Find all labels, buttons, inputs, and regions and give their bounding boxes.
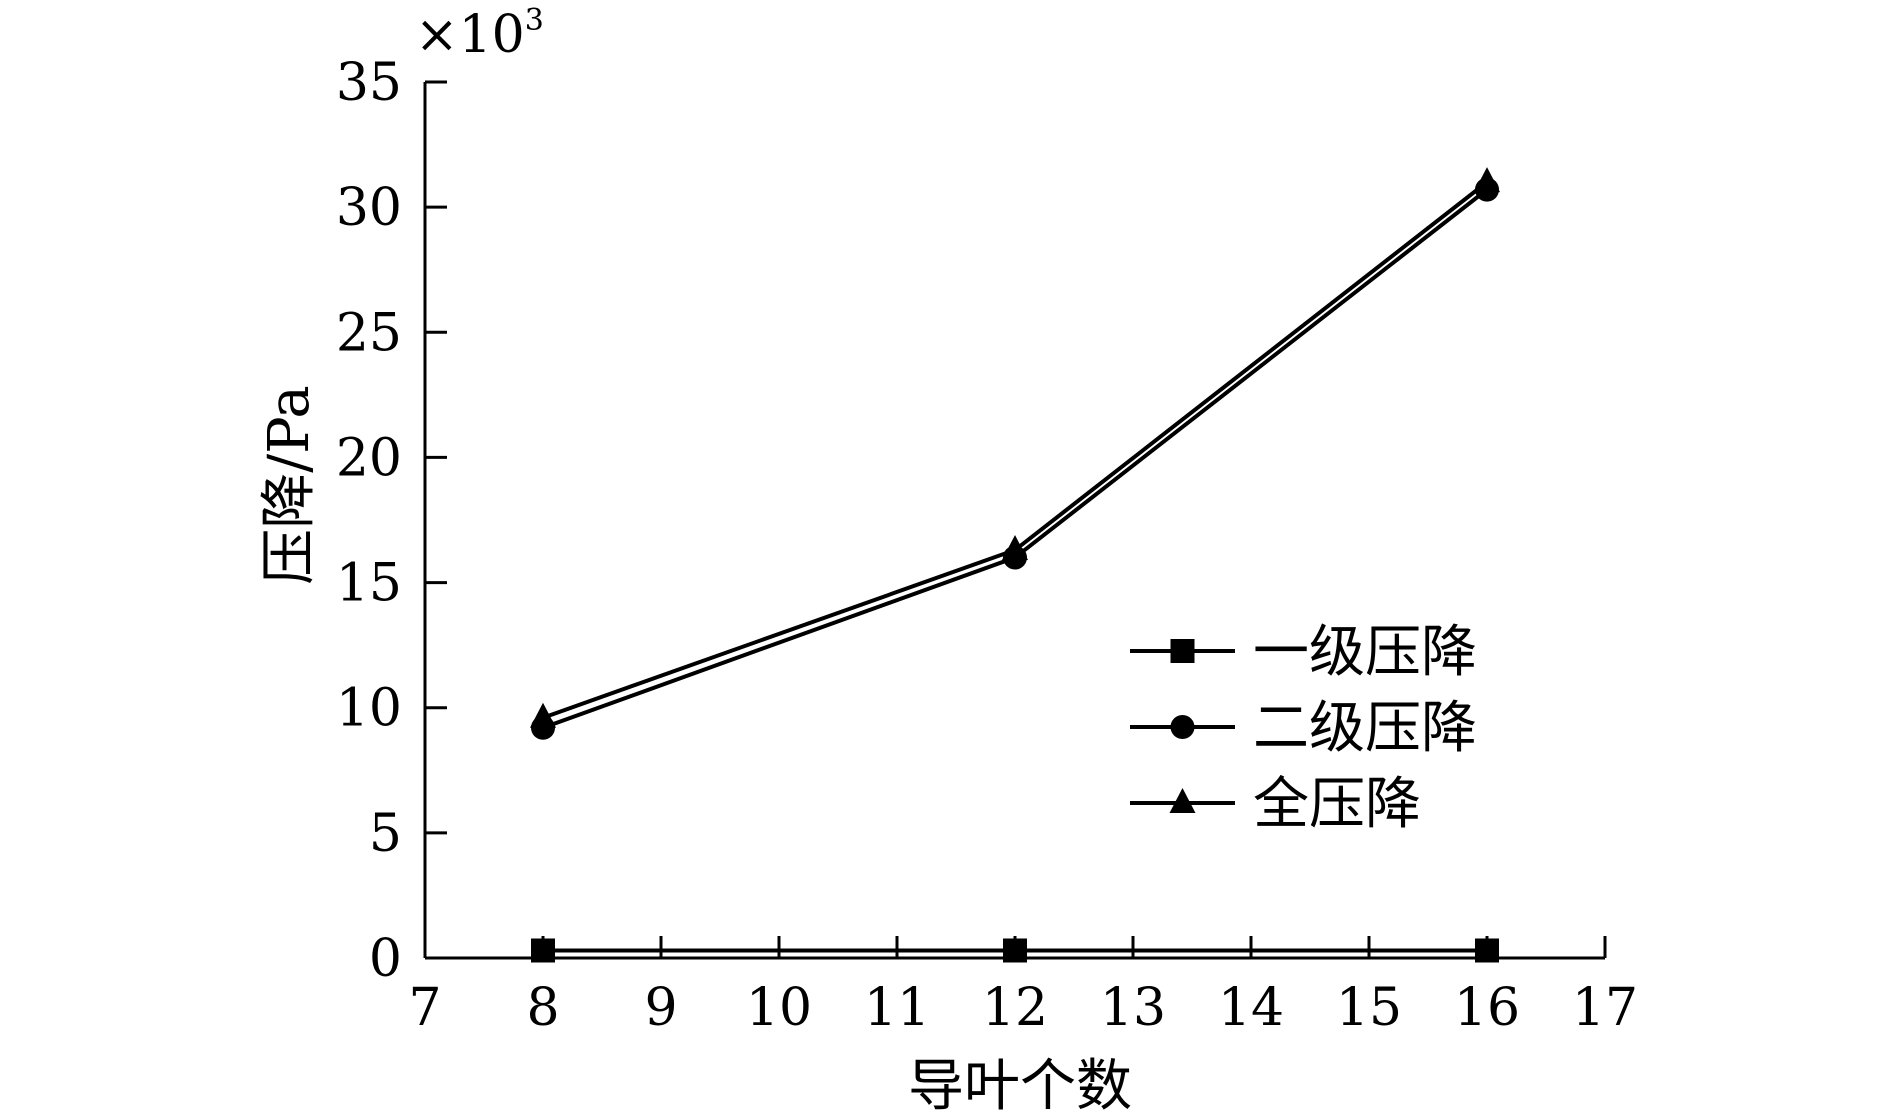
data-point-square [1003,938,1027,963]
x-tick-label: 10 [746,978,812,1038]
y-axis-ticks: 0 5 10 15 20 25 30 35 [336,53,447,989]
legend-marker-square [1170,639,1195,663]
legend-item: 二级压降 [1130,696,1477,761]
x-tick-label: 16 [1454,978,1520,1038]
legend-marker-circle [1170,715,1195,739]
x-tick-label: 9 [644,978,677,1038]
x-tick-label: 13 [1100,978,1166,1038]
legend-item: 全压降 [1130,772,1421,837]
y-axis-multiplier: ×103 [415,3,544,65]
legend-label: 二级压降 [1253,696,1477,761]
y-tick-label: 35 [336,53,402,113]
y-tick-label: 5 [369,804,402,864]
y-axis-multiplier-exponent: 3 [525,3,544,38]
y-tick-label: 25 [336,303,402,363]
x-tick-label: 15 [1336,978,1402,1038]
y-tick-label: 10 [336,679,402,739]
plot-area [530,167,1500,963]
data-point-square [531,938,555,963]
x-tick-label: 11 [864,978,930,1038]
data-point-triangle [1474,167,1500,193]
axes [423,82,1605,960]
x-tick-label: 17 [1572,978,1638,1038]
y-tick-label: 0 [369,929,402,989]
y-tick-label: 15 [336,554,402,614]
series-3 [530,167,1500,728]
x-tick-label: 8 [526,978,559,1038]
legend-marker-triangle [1169,788,1196,813]
x-tick-label: 7 [408,978,441,1038]
y-axis-multiplier-base: ×10 [415,5,525,65]
x-tick-label: 12 [982,978,1048,1038]
data-point-square [1475,938,1499,963]
legend-label: 一级压降 [1253,620,1477,685]
x-axis-title: 导叶个数 [908,1054,1132,1118]
series-1 [531,938,1499,963]
y-tick-label: 30 [336,178,402,238]
data-point-triangle [1002,535,1028,561]
y-axis-title: 压降/Pa [257,385,322,584]
legend-label: 全压降 [1253,772,1421,837]
legend-item: 一级压降 [1130,620,1477,685]
x-tick-label: 14 [1218,978,1284,1038]
y-tick-label: 20 [336,428,402,488]
data-point-triangle [530,702,556,728]
